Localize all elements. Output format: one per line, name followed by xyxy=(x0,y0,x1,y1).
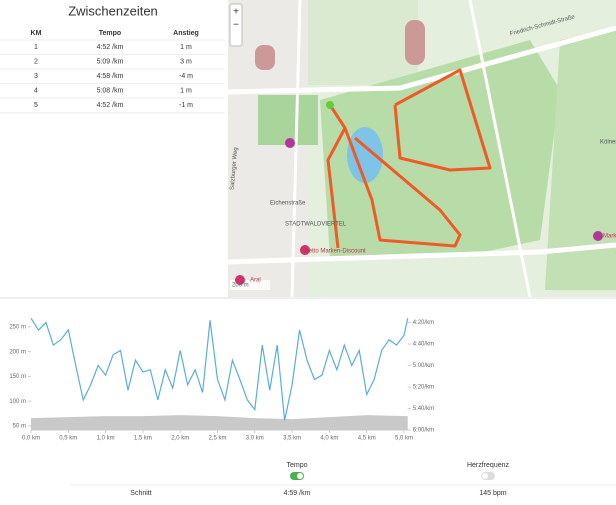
summary-label: Schnitt xyxy=(130,490,151,497)
x-tick-label: 0,0 km xyxy=(22,436,40,442)
poi xyxy=(235,275,245,285)
x-tick-label: 4,0 km xyxy=(320,436,338,442)
map-label: Salzburger Weg xyxy=(230,147,240,190)
road xyxy=(227,242,616,265)
scale-bg xyxy=(230,280,270,290)
map-scale: 200 m xyxy=(232,283,249,289)
track xyxy=(255,45,275,70)
toggle-label: Tempo xyxy=(286,462,307,469)
toggle-knob xyxy=(297,473,303,479)
table-cell: 2 xyxy=(34,58,38,65)
y2-tick-label: 5:20/km xyxy=(413,385,434,391)
map-label: Aral xyxy=(250,278,261,284)
zoom-in[interactable]: + xyxy=(233,7,239,18)
table-cell: 4:58 /km xyxy=(97,73,124,80)
table-cell: 1 m xyxy=(180,44,192,51)
road xyxy=(227,25,616,95)
x-tick-label: 4,5 km xyxy=(358,436,376,442)
table-cell: 1 xyxy=(34,44,38,51)
x-tick-label: 2,5 km xyxy=(208,436,226,442)
table-cell: 4:52 /km xyxy=(97,102,124,109)
table-cell: 4:52 /km xyxy=(97,44,124,51)
start-marker xyxy=(326,101,334,109)
y2-tick-label: 4:40/km xyxy=(413,342,434,348)
y-tick-label: 100 m xyxy=(9,399,26,405)
y-tick-label: 150 m xyxy=(9,374,26,380)
map-label: Marke xyxy=(603,234,616,240)
table-cell: 5 xyxy=(34,102,38,109)
x-tick-label: 5,0 km xyxy=(395,436,413,442)
x-tick-label: 1,5 km xyxy=(134,436,152,442)
x-tick-label: 0,5 km xyxy=(59,436,77,442)
table-cell: 3 xyxy=(34,73,38,80)
table-cell: 5:08 /km xyxy=(97,87,124,94)
forest xyxy=(545,30,616,290)
map-label: Kölner xyxy=(600,140,616,146)
table-cell: -4 m xyxy=(179,73,193,80)
x-tick-label: 3,5 km xyxy=(283,436,301,442)
field xyxy=(258,95,318,145)
poi xyxy=(285,138,295,148)
summary-value: 4:59 /km xyxy=(284,490,311,497)
zoom-out[interactable]: − xyxy=(233,20,239,31)
toggle-label: Herzfrequenz xyxy=(467,462,510,469)
summary-value: 145 bpm xyxy=(479,490,506,497)
pace-line xyxy=(30,317,409,421)
road xyxy=(290,0,302,298)
poi xyxy=(300,245,310,255)
poi xyxy=(593,231,603,241)
toggle-knob xyxy=(482,473,488,479)
table-cell: 5:09 /km xyxy=(97,58,124,65)
column-header: Tempo xyxy=(99,30,121,37)
lake xyxy=(347,127,383,183)
y-tick-label: 250 m xyxy=(9,324,26,330)
x-tick-label: 1,0 km xyxy=(97,436,115,442)
y2-tick-label: 6:00/km xyxy=(413,428,434,434)
table-cell: 4 xyxy=(34,87,38,94)
zoom-control xyxy=(229,3,243,47)
forest xyxy=(320,40,560,258)
x-tick-label: 2,0 km xyxy=(171,436,189,442)
road xyxy=(468,0,532,298)
table-cell: 1 m xyxy=(180,87,192,94)
y2-tick-label: 5:40/km xyxy=(413,406,434,412)
column-header: KM xyxy=(31,30,42,37)
y-tick-label: 50 m xyxy=(13,424,26,430)
map-label: STADTWALDVIERTEL xyxy=(285,222,347,228)
x-tick-label: 3,0 km xyxy=(246,436,264,442)
y2-tick-label: 5:00/km xyxy=(413,363,434,369)
table-cell: 3 m xyxy=(180,58,192,65)
y-tick-label: 200 m xyxy=(9,349,26,355)
sports-area xyxy=(308,0,418,85)
track xyxy=(405,20,425,65)
map xyxy=(227,0,616,298)
elevation-area xyxy=(31,415,408,430)
map-label: Eichenstraße xyxy=(270,201,306,207)
map-label: Netto Marken-Discount xyxy=(304,249,366,255)
y2-tick-label: 4:20/km xyxy=(413,320,434,326)
column-header: Anstieg xyxy=(173,30,199,37)
panel-title: Zwischenzeiten xyxy=(68,3,158,18)
table-cell: -1 m xyxy=(179,102,193,109)
route xyxy=(326,68,492,249)
